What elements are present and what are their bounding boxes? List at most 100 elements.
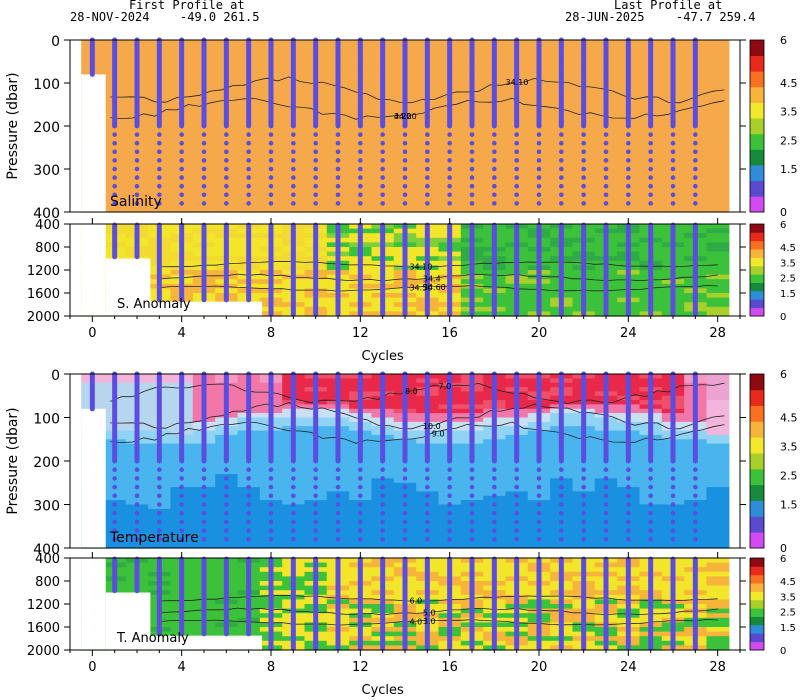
field-cell [259, 495, 283, 501]
profile-sample-point [626, 149, 631, 155]
field-cell [416, 151, 440, 157]
profile-sample-point [670, 502, 676, 507]
profile-sample-point [201, 528, 207, 533]
profile-sample-point [693, 519, 698, 525]
field-cell [148, 543, 172, 549]
field-cell [572, 530, 596, 536]
no-data-mask [150, 635, 263, 650]
profile-sample-point [201, 476, 207, 481]
field-cell [438, 143, 462, 149]
profile-sample-point [112, 166, 117, 172]
y-axis-label: Pressure (dbar) [5, 72, 21, 179]
contour-line [110, 76, 725, 104]
field-cell [215, 530, 239, 536]
profile-sample-point [670, 537, 676, 542]
profile-sample-point [447, 510, 452, 516]
field-cell [572, 160, 596, 166]
field-cell [527, 207, 551, 213]
field-cell [416, 143, 440, 149]
field-cell [125, 186, 149, 192]
profile-sample-point [201, 502, 207, 507]
profile-sample-point [268, 158, 274, 163]
field-cell [192, 134, 216, 140]
profile-sample-point [268, 467, 274, 473]
field-cell [617, 539, 641, 545]
field-cell [527, 504, 551, 510]
profile-sample-point [469, 528, 475, 533]
field-cell [304, 543, 328, 549]
field-cell [706, 130, 730, 136]
panel-title: T. Anomaly [116, 631, 189, 646]
field-cell [505, 207, 529, 213]
profile-sample-point [648, 519, 653, 525]
profile-sample-point [201, 519, 207, 525]
field-cell [326, 513, 350, 519]
field-cell [304, 169, 328, 174]
field-cell [215, 203, 239, 209]
profile-sample-point [157, 502, 162, 507]
contour-line [159, 285, 718, 292]
field-cell [706, 443, 730, 449]
profile-sample-point [291, 149, 296, 155]
colorbar-tick-label: 2.5 [780, 469, 798, 482]
profile-sample-point [559, 149, 564, 155]
field-cell [460, 530, 484, 536]
profile-sample-point [559, 502, 564, 507]
profile-sample-point [447, 140, 452, 146]
field-cell [192, 504, 216, 510]
field-cell [148, 521, 172, 527]
profile-sample-point [268, 528, 274, 533]
profile-sample-point [492, 519, 497, 525]
contour-label: 4.20 [394, 112, 412, 121]
field-cell [326, 487, 350, 492]
field-cell [304, 521, 328, 527]
field-cell [148, 478, 172, 484]
colorbar-swatch [750, 633, 764, 643]
field-cell [617, 143, 641, 149]
colorbar-swatch [750, 86, 764, 103]
field-cell [438, 186, 462, 192]
profile-sample-point [134, 166, 140, 172]
profile-sample-point [492, 166, 497, 172]
profile-sample-point [246, 183, 251, 189]
profile-sample-point [358, 528, 363, 533]
field-cell [639, 160, 663, 166]
field-cell [371, 194, 395, 200]
profile-sample-point [335, 537, 341, 542]
profile-sample-point [246, 201, 251, 206]
field-cell [639, 521, 663, 527]
profile-sample-point [291, 519, 296, 525]
field-cell [661, 530, 685, 536]
field-cell [483, 160, 507, 166]
profile-sample-point [581, 175, 586, 180]
field-cell [684, 495, 708, 501]
field-cell [438, 521, 462, 527]
profile-sample-point [425, 149, 430, 155]
field-cell [460, 521, 484, 527]
field-cell [706, 95, 730, 101]
field-cell [617, 461, 641, 466]
field-cell [706, 78, 730, 84]
field-cell [706, 590, 730, 596]
field-cell [326, 495, 350, 501]
field-cell [706, 374, 730, 379]
contour-line [159, 595, 718, 602]
field-cell [148, 160, 172, 166]
profile-sample-point [648, 537, 653, 542]
field-cell [684, 521, 708, 527]
field-cell [460, 186, 484, 192]
profile-sample-point [112, 158, 117, 163]
field-cell [661, 169, 685, 174]
profile-sample-point [670, 493, 676, 499]
profile-sample-point [179, 158, 184, 163]
profile-sample-point [603, 502, 609, 507]
field-cell [706, 487, 730, 492]
field-cell [393, 513, 417, 519]
profile-sample-point [536, 476, 542, 481]
field-cell [706, 190, 730, 196]
field-cell [617, 469, 641, 475]
field-cell [259, 203, 283, 209]
field-cell [594, 151, 618, 157]
field-cell [550, 203, 574, 209]
profile-sample-point [447, 166, 452, 172]
